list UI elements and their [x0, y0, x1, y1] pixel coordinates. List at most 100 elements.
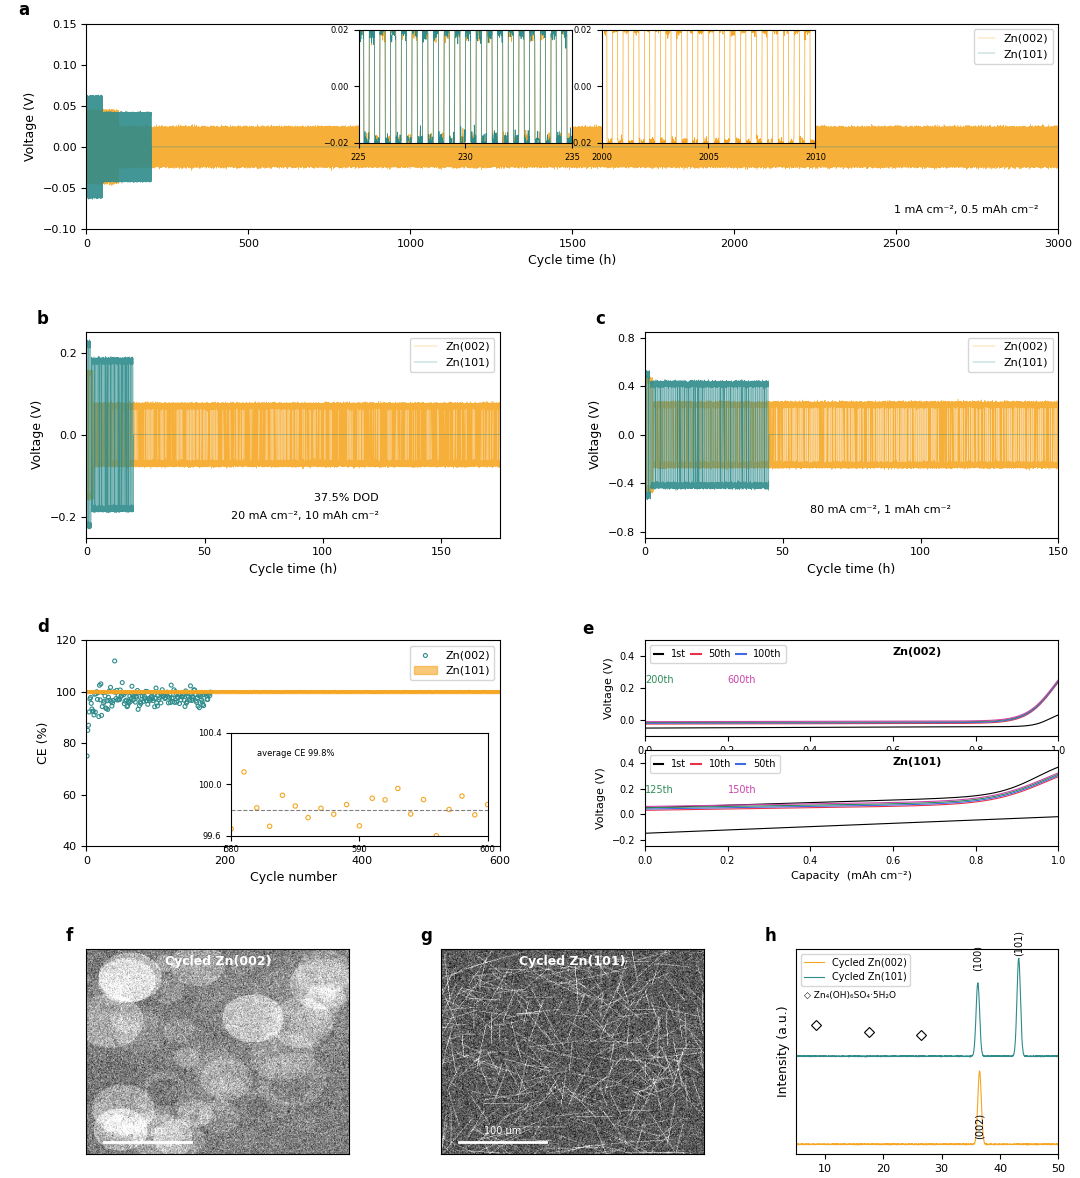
Cycled Zn(002): [1052, 1137, 1065, 1151]
50th: [961, 795, 974, 809]
Point: [146, 682, 163, 701]
125th: [806, 799, 819, 813]
Zn(101): [1023, 428, 1036, 442]
Point: [87, 682, 105, 701]
Point: [306, 682, 323, 701]
Point: [192, 682, 210, 701]
Point: [433, 682, 450, 701]
Point: [157, 682, 174, 701]
Point: [178, 682, 195, 701]
Point: [415, 682, 432, 701]
Zn(002): [117, 683, 134, 702]
Zn(002): [96, 687, 113, 706]
125th: [638, 801, 651, 815]
Point: [282, 682, 299, 701]
Zn(002): [90, 707, 107, 726]
Point: [179, 682, 197, 701]
Zn(002): [158, 683, 175, 702]
Point: [229, 682, 246, 701]
Point: [294, 682, 311, 701]
Cycled Zn(101): [910, 1050, 923, 1064]
Point: [111, 682, 129, 701]
Point: [224, 682, 241, 701]
Point: [208, 682, 226, 701]
Text: (100): (100): [973, 945, 983, 971]
Zn(002): [1023, 458, 1036, 472]
Point: [210, 682, 227, 701]
Point: [365, 682, 382, 701]
Point: [92, 682, 109, 701]
Point: [255, 682, 272, 701]
Zn(101): [82, 522, 95, 536]
Point: [410, 682, 428, 701]
Point: [473, 682, 490, 701]
Zn(002): [83, 700, 100, 719]
Point: [340, 682, 357, 701]
Point: [314, 682, 332, 701]
Point: [103, 682, 120, 701]
125th: [680, 800, 693, 814]
Point: [156, 682, 173, 701]
Point: [189, 682, 206, 701]
Point: [180, 682, 198, 701]
Point: [321, 682, 338, 701]
Point: [488, 682, 505, 701]
10th: [806, 801, 819, 815]
Point: [161, 682, 178, 701]
50th: [806, 716, 819, 730]
150th: [638, 800, 651, 814]
Point: [330, 682, 348, 701]
Point: [245, 682, 262, 701]
Point: [480, 682, 497, 701]
Point: [399, 682, 416, 701]
Point: [272, 682, 289, 701]
Point: [436, 682, 454, 701]
Point: [184, 682, 201, 701]
Zn(101): [330, 428, 343, 442]
Point: [376, 682, 393, 701]
Zn(002): [122, 691, 139, 710]
Point: [293, 682, 310, 701]
Point: [268, 682, 285, 701]
Point: [301, 682, 319, 701]
Point: [90, 682, 107, 701]
Y-axis label: Voltage (V): Voltage (V): [590, 401, 603, 469]
Point: [440, 682, 457, 701]
Point: [158, 682, 175, 701]
Y-axis label: Voltage (V): Voltage (V): [24, 92, 37, 161]
Point: [225, 682, 242, 701]
Point: [265, 682, 282, 701]
Point: [443, 682, 460, 701]
Point: [419, 682, 436, 701]
Point: [171, 682, 188, 701]
Point: [418, 683, 435, 702]
Zn(002): [124, 686, 141, 704]
10th: [1052, 769, 1065, 783]
Zn(101): [86, 192, 99, 206]
Point: [215, 682, 232, 701]
Zn(101): [95, 499, 108, 514]
Zn(002): [118, 690, 135, 709]
125th: [1052, 767, 1065, 781]
Zn(101): [990, 140, 1003, 154]
Point: [430, 682, 447, 701]
Zn(002): [127, 687, 145, 706]
Point: [266, 682, 283, 701]
Point: [246, 682, 264, 701]
Point: [214, 682, 231, 701]
10th: [969, 795, 982, 809]
Point: [213, 682, 230, 701]
Zn(002): [108, 681, 125, 700]
Zn(101): [1052, 140, 1065, 154]
Point: [476, 682, 494, 701]
Point: [303, 682, 321, 701]
Point: [392, 682, 409, 701]
Cycled Zn(002): [789, 1137, 802, 1151]
Point: [126, 682, 144, 701]
Point: [159, 682, 176, 701]
Zn(002): [81, 689, 98, 708]
Point: [404, 682, 421, 701]
Point: [422, 682, 440, 701]
Point: [381, 682, 399, 701]
Point: [349, 682, 366, 701]
